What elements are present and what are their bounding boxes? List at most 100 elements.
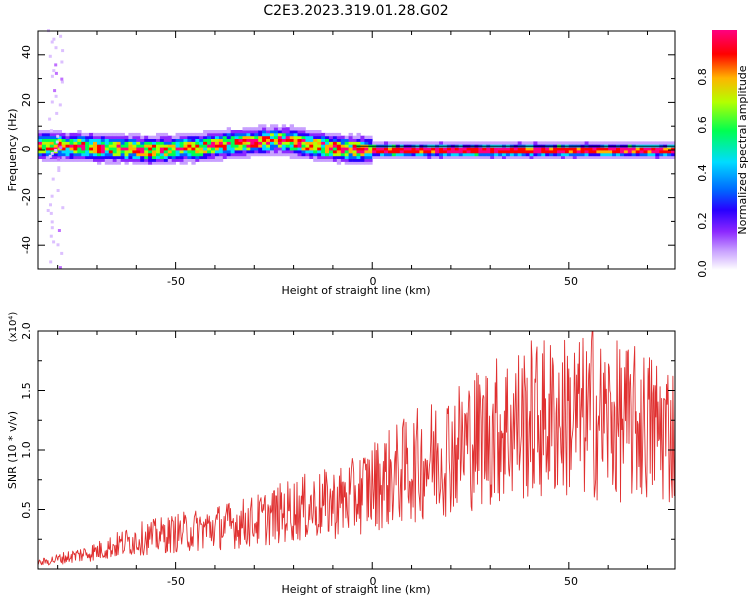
heatmap-cell <box>199 135 204 139</box>
heatmap-cell <box>505 155 511 159</box>
heatmap-cell <box>671 152 676 157</box>
heatmap-cell <box>285 135 290 139</box>
heatmap-cell <box>380 141 385 145</box>
heatmap-cell <box>266 130 271 134</box>
heatmap-cell <box>250 135 255 139</box>
heatmap-cell <box>59 146 63 150</box>
heatmap-cell <box>604 155 609 159</box>
heatmap-xtick-label: 50 <box>564 275 578 288</box>
heatmap-cell <box>541 155 546 159</box>
heatmap-cell <box>376 152 381 157</box>
heatmap-cell <box>490 152 495 157</box>
heatmap-cell <box>411 141 416 145</box>
heatmap-cell <box>639 147 644 151</box>
heatmap-cell <box>498 147 503 151</box>
heatmap-cell <box>313 152 318 157</box>
heatmap-cell <box>384 147 389 151</box>
heatmap-cell <box>246 130 251 134</box>
heatmap-cell <box>521 150 526 154</box>
heatmap-cell <box>108 141 114 145</box>
heatmap-cell <box>258 150 263 154</box>
heatmap-cell <box>54 46 58 50</box>
heatmap-cell <box>211 141 216 145</box>
heatmap-cell <box>443 152 448 157</box>
heatmap-cell <box>505 150 511 154</box>
heatmap-cell <box>144 152 149 157</box>
heatmap-cell <box>372 152 377 157</box>
heatmap-cell <box>317 150 322 154</box>
heatmap-cell <box>671 147 676 151</box>
heatmap-cell <box>61 132 66 137</box>
heatmap-cell <box>391 152 397 157</box>
heatmap-cell <box>171 147 176 151</box>
heatmap-cell <box>53 152 58 157</box>
heatmap-panel: -50 0 50 Height of straight line (km) -4… <box>6 29 676 297</box>
heatmap-cell <box>368 147 373 151</box>
heatmap-cell <box>183 144 188 148</box>
heatmap-cell <box>498 141 503 145</box>
heatmap-cell <box>81 147 86 151</box>
heatmap-cell <box>163 147 169 151</box>
heatmap-cell <box>439 155 444 159</box>
heatmap-cell <box>454 155 460 159</box>
heatmap-cell <box>329 135 334 139</box>
heatmap-cell <box>352 141 357 145</box>
heatmap-cell <box>458 152 463 157</box>
heatmap-cell <box>395 155 401 159</box>
heatmap-cell <box>112 141 117 145</box>
heatmap-cell <box>89 144 94 148</box>
heatmap-cell <box>214 130 220 134</box>
heatmap-cell <box>494 150 499 154</box>
heatmap-cell <box>635 150 640 154</box>
heatmap-cell <box>203 147 208 151</box>
heatmap-cell <box>156 138 161 142</box>
heatmap-cell <box>305 141 310 145</box>
heatmap-cell <box>600 150 605 154</box>
heatmap-cell <box>325 144 330 148</box>
heatmap-cell <box>211 132 216 137</box>
heatmap-cell <box>100 132 106 137</box>
heatmap-cell <box>419 147 424 151</box>
heatmap-cell <box>175 135 180 139</box>
heatmap-cell <box>203 150 208 154</box>
heatmap-cell <box>659 141 664 145</box>
heatmap-cell <box>124 147 129 151</box>
heatmap-cell <box>250 147 255 151</box>
heatmap-cell <box>423 150 428 154</box>
heatmap-cell <box>97 152 102 157</box>
heatmap-cell <box>521 147 526 151</box>
heatmap-cell <box>254 141 259 145</box>
heatmap-cell <box>317 132 322 137</box>
heatmap-cell <box>250 152 255 157</box>
heatmap-cell <box>89 158 94 162</box>
heatmap-cell <box>454 152 460 157</box>
heatmap-cell <box>446 150 452 154</box>
heatmap-cell <box>108 135 114 139</box>
heatmap-cell <box>144 135 149 139</box>
heatmap-cell <box>332 135 338 139</box>
heatmap-cell <box>171 158 176 162</box>
heatmap-cell <box>305 155 310 159</box>
heatmap-cell <box>116 147 121 151</box>
heatmap-cell <box>242 132 247 137</box>
heatmap-cell <box>309 150 314 154</box>
heatmap-cell <box>281 135 287 139</box>
heatmap-cell <box>309 155 314 159</box>
heatmap-cell <box>100 144 106 148</box>
heatmap-cell <box>246 138 251 142</box>
heatmap-cell <box>89 141 94 145</box>
heatmap-cell <box>270 144 275 148</box>
heatmap-cell <box>533 150 538 154</box>
heatmap-cell <box>38 152 43 157</box>
heatmap-cell <box>525 141 530 145</box>
heatmap-cell <box>568 150 574 154</box>
heatmap-cell <box>38 130 43 134</box>
heatmap-cell <box>360 161 365 165</box>
heatmap-cell <box>171 141 176 145</box>
heatmap-cell <box>254 138 259 142</box>
heatmap-cell <box>498 152 503 157</box>
heatmap-cell <box>262 138 267 142</box>
heatmap-cell <box>356 158 361 162</box>
heatmap-cell <box>388 152 393 157</box>
heatmap-cell <box>541 141 546 145</box>
